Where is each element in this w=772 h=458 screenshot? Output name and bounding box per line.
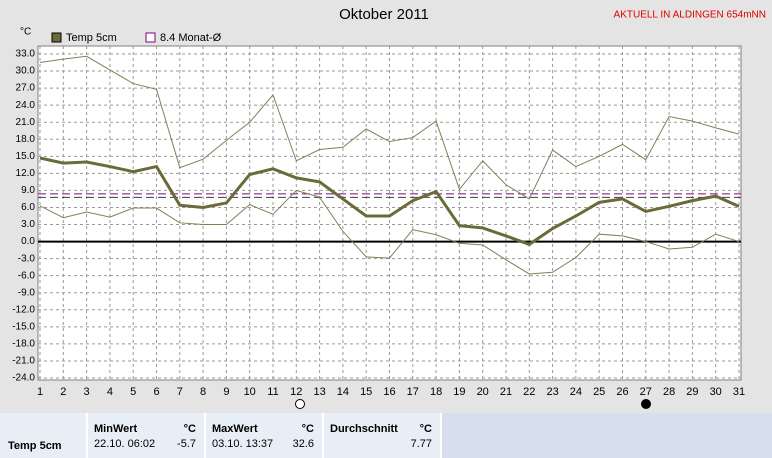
x-tick-label: 21 xyxy=(500,386,512,398)
y-tick-label: -12.0 xyxy=(12,304,35,315)
x-tick-label: 31 xyxy=(733,386,745,398)
y-tick-label: 6.0 xyxy=(21,202,35,213)
x-tick-label: 29 xyxy=(686,386,698,398)
x-tick-label: 8 xyxy=(200,386,206,398)
y-tick-label: -24.0 xyxy=(12,373,35,384)
x-tick-label: 18 xyxy=(430,386,442,398)
y-tick-label: -18.0 xyxy=(12,339,35,350)
y-unit: °C xyxy=(20,27,31,38)
stats-row-cell: Temp 5cm xyxy=(0,413,88,458)
x-tick-label: 11 xyxy=(267,386,278,398)
stat-value: -5.7 xyxy=(177,438,196,450)
x-tick-label: 13 xyxy=(313,386,325,398)
x-tick-label: 4 xyxy=(107,386,113,398)
legend-swatch xyxy=(145,32,156,43)
x-tick-label: 20 xyxy=(477,386,489,398)
y-tick-label: -3.0 xyxy=(18,253,36,264)
x-tick-label: 28 xyxy=(663,386,675,398)
x-tick-label: 9 xyxy=(223,386,229,398)
x-tick-label: 10 xyxy=(244,386,256,398)
x-tick-label: 22 xyxy=(523,386,535,398)
x-tick-label: 2 xyxy=(60,386,66,398)
x-tick-label: 27 xyxy=(640,386,652,398)
y-tick-label: 18.0 xyxy=(16,134,36,145)
y-tick-label: -15.0 xyxy=(12,321,35,332)
x-tick-label: 16 xyxy=(383,386,395,398)
series-line xyxy=(39,55,740,200)
stats-cell: MaxWert °C 03.10. 13:37 32.6 xyxy=(206,413,324,458)
y-tick-label: 21.0 xyxy=(16,117,36,128)
stats-cell: Durchschnitt °C 7.77 xyxy=(324,413,442,458)
series-line xyxy=(39,156,740,247)
stat-time: 03.10. 13:37 xyxy=(212,438,274,450)
legend-label: 8.4 Monat-Ø xyxy=(160,32,222,44)
chart: Oktober 2011 AKTUELL IN ALDINGEN 654mNN … xyxy=(12,6,766,409)
stat-title: MaxWert xyxy=(212,423,258,435)
y-tick-label: 9.0 xyxy=(21,185,35,196)
chart-title: Oktober 2011 xyxy=(339,6,429,23)
y-tick-label: -6.0 xyxy=(18,270,36,281)
stat-value: 32.6 xyxy=(292,438,314,450)
x-tick-label: 26 xyxy=(616,386,628,398)
x-tick-label: 30 xyxy=(710,386,722,398)
x-tick-label: 17 xyxy=(407,386,419,398)
y-tick-label: 12.0 xyxy=(16,168,36,179)
x-tick-label: 25 xyxy=(593,386,605,398)
series-line xyxy=(39,189,740,275)
y-tick-label: -9.0 xyxy=(18,287,36,298)
stat-unit: °C xyxy=(419,423,432,435)
stat-title: Durchschnitt xyxy=(330,423,398,435)
legend-label: Temp 5cm xyxy=(66,32,117,44)
x-tick-label: 14 xyxy=(337,386,349,398)
y-tick-label: 3.0 xyxy=(21,219,35,230)
y-tick-label: 30.0 xyxy=(16,66,36,77)
x-tick-label: 15 xyxy=(360,386,372,398)
row-label: Temp 5cm xyxy=(8,440,62,452)
x-tick-label: 23 xyxy=(546,386,558,398)
x-tick-label: 19 xyxy=(453,386,465,398)
stat-unit: °C xyxy=(183,423,196,435)
stat-title: MinWert xyxy=(94,423,138,435)
x-tick-label: 5 xyxy=(130,386,136,398)
stat-unit: °C xyxy=(301,423,314,435)
y-tick-label: 24.0 xyxy=(16,100,36,111)
x-tick-label: 6 xyxy=(153,386,159,398)
legend-swatch xyxy=(51,32,62,43)
x-tick-label: 24 xyxy=(570,386,582,398)
x-tick-label: 3 xyxy=(84,386,90,398)
moon-icon xyxy=(641,399,651,409)
y-tick-label: 33.0 xyxy=(16,49,36,60)
stats-panel: Temp 5cm MinWert °C 22.10. 06:02 -5.7 Ma… xyxy=(0,413,772,458)
x-tick-label: 7 xyxy=(177,386,183,398)
stat-value: 7.77 xyxy=(410,438,432,450)
stats-cell: MinWert °C 22.10. 06:02 -5.7 xyxy=(88,413,206,458)
y-tick-label: 0.0 xyxy=(21,236,35,247)
annotation: AKTUELL IN ALDINGEN 654mNN xyxy=(614,10,766,21)
stat-time: 22.10. 06:02 xyxy=(94,438,156,450)
y-tick-label: 15.0 xyxy=(16,151,36,162)
x-tick-label: 12 xyxy=(290,386,302,398)
x-tick-label: 1 xyxy=(37,386,43,398)
y-tick-label: -21.0 xyxy=(12,356,35,367)
y-tick-label: 27.0 xyxy=(16,83,36,94)
moon-icon xyxy=(295,399,305,409)
